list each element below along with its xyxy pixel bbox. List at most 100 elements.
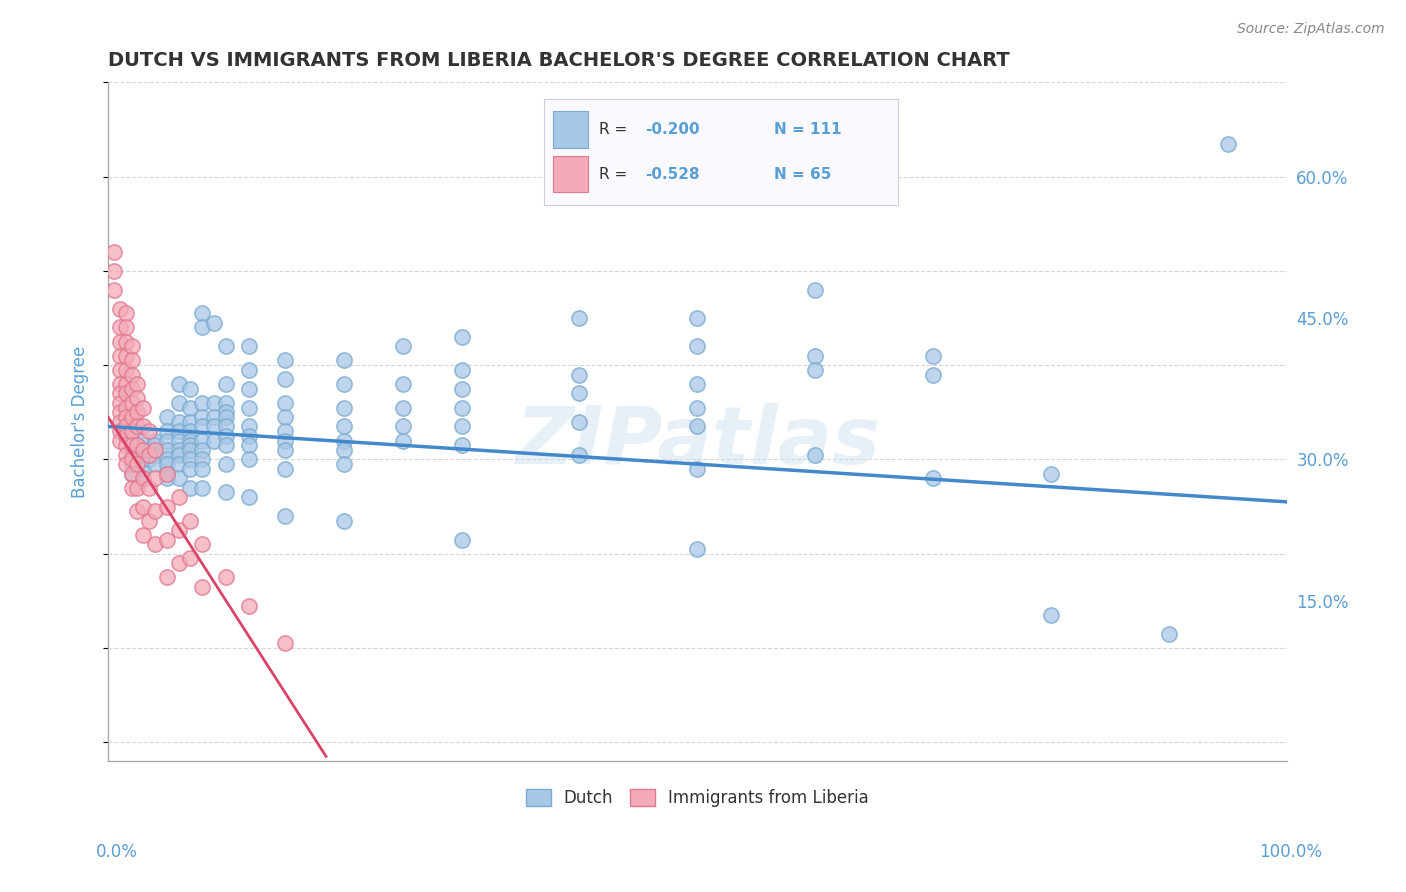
Point <box>108 320 131 334</box>
Point <box>114 419 136 434</box>
Point <box>686 311 709 326</box>
Point <box>156 467 179 481</box>
Point <box>1039 467 1062 481</box>
Point <box>114 448 136 462</box>
Point <box>568 368 591 382</box>
Point <box>121 382 143 396</box>
Point <box>191 462 214 476</box>
Point <box>143 434 166 448</box>
Point <box>804 349 827 363</box>
Point <box>143 457 166 471</box>
Point <box>238 599 260 613</box>
Point <box>121 448 143 462</box>
Point <box>922 471 945 485</box>
Point <box>132 471 155 485</box>
Point <box>686 339 709 353</box>
Point <box>132 419 155 434</box>
Point <box>114 376 136 391</box>
Point <box>274 372 297 386</box>
Point <box>114 409 136 424</box>
Point <box>167 523 190 537</box>
Point <box>143 471 166 485</box>
Text: DUTCH VS IMMIGRANTS FROM LIBERIA BACHELOR'S DEGREE CORRELATION CHART: DUTCH VS IMMIGRANTS FROM LIBERIA BACHELO… <box>108 51 1010 70</box>
Point <box>114 457 136 471</box>
Point <box>238 339 260 353</box>
Point <box>103 245 125 260</box>
Point <box>179 401 201 415</box>
Point <box>274 434 297 448</box>
Point <box>114 438 136 452</box>
Point <box>804 363 827 377</box>
Point <box>121 339 143 353</box>
Point <box>238 438 260 452</box>
Point <box>127 457 149 471</box>
Point <box>179 382 201 396</box>
Point <box>202 316 225 330</box>
Point <box>191 320 214 334</box>
Point <box>568 415 591 429</box>
Point <box>114 363 136 377</box>
Point <box>568 386 591 401</box>
Point <box>156 452 179 467</box>
Point <box>215 405 238 419</box>
Point <box>121 409 143 424</box>
Point <box>156 467 179 481</box>
Point <box>179 452 201 467</box>
Point <box>191 419 214 434</box>
Point <box>215 339 238 353</box>
Point <box>568 311 591 326</box>
Point <box>274 462 297 476</box>
Point <box>391 376 413 391</box>
Point <box>121 368 143 382</box>
Point <box>686 419 709 434</box>
Point <box>156 500 179 514</box>
Point <box>191 537 214 551</box>
Point <box>191 481 214 495</box>
Point <box>121 434 143 448</box>
Point <box>332 401 354 415</box>
Point <box>138 448 160 462</box>
Point <box>156 570 179 584</box>
Point <box>114 306 136 320</box>
Point <box>127 438 149 452</box>
Point <box>1216 136 1239 151</box>
Point <box>127 448 149 462</box>
Point <box>132 462 155 476</box>
Point <box>143 537 166 551</box>
Point <box>138 514 160 528</box>
Point <box>179 514 201 528</box>
Point <box>202 409 225 424</box>
Point <box>114 349 136 363</box>
Point <box>191 442 214 457</box>
Point <box>202 419 225 434</box>
Point <box>143 442 166 457</box>
Point <box>202 396 225 410</box>
Point <box>121 353 143 368</box>
Point <box>121 467 143 481</box>
Point <box>332 376 354 391</box>
Point <box>332 434 354 448</box>
Point <box>1157 627 1180 641</box>
Point <box>215 419 238 434</box>
Point <box>132 452 155 467</box>
Point <box>274 396 297 410</box>
Point <box>156 409 179 424</box>
Text: ZIPatlas: ZIPatlas <box>515 403 880 481</box>
Point <box>922 349 945 363</box>
Point <box>138 442 160 457</box>
Point <box>202 434 225 448</box>
Point <box>686 541 709 556</box>
Point <box>127 376 149 391</box>
Point <box>274 636 297 650</box>
Point <box>143 438 166 452</box>
Point <box>132 442 155 457</box>
Point <box>450 401 472 415</box>
Point <box>191 396 214 410</box>
Y-axis label: Bachelor's Degree: Bachelor's Degree <box>72 345 89 498</box>
Point <box>167 424 190 438</box>
Point <box>127 419 149 434</box>
Point <box>103 264 125 278</box>
Point <box>238 429 260 443</box>
Point <box>274 409 297 424</box>
Point <box>108 334 131 349</box>
